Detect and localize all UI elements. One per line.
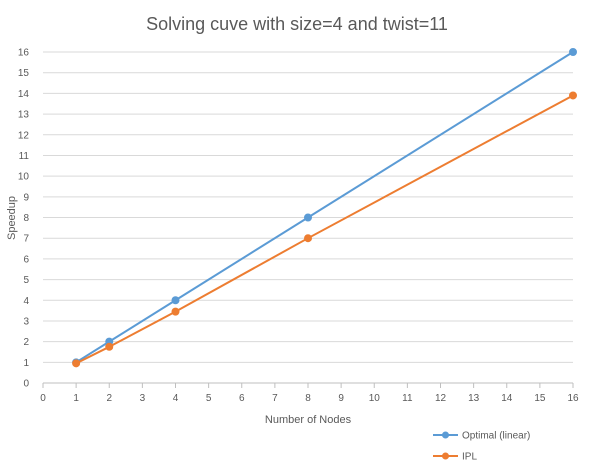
- series-1-point-5: [569, 48, 577, 56]
- legend-marker-1: [442, 431, 449, 439]
- series-2-point-1: [72, 359, 81, 368]
- grid-lines: [43, 51, 573, 363]
- x-tick-label-7: 7: [272, 393, 278, 404]
- y-tick-label-4: 4: [23, 296, 29, 307]
- y-tick-label-1: 1: [23, 358, 29, 369]
- y-axis-label: Speedup: [6, 196, 18, 240]
- x-tick-label-5: 5: [206, 393, 212, 404]
- legend: Optimal (linear) IPL: [433, 431, 530, 463]
- y-tick-label-9: 9: [23, 192, 29, 203]
- x-tick-label-10: 10: [369, 393, 381, 404]
- series: [72, 48, 577, 368]
- y-tick-label-14: 14: [18, 89, 30, 100]
- y-tick-label-0: 0: [23, 379, 29, 390]
- x-axis-label: Number of Nodes: [265, 414, 352, 426]
- y-tick-label-8: 8: [23, 213, 29, 224]
- y-tick-label-5: 5: [23, 275, 29, 286]
- x-tick-label-6: 6: [239, 393, 245, 404]
- y-tick-label-13: 13: [18, 110, 30, 121]
- y-tick-label-12: 12: [18, 130, 30, 141]
- x-tick-label-12: 12: [435, 393, 447, 404]
- x-tick-label-9: 9: [338, 393, 344, 404]
- x-tick-label-13: 13: [468, 393, 480, 404]
- series-2-point-2: [105, 342, 114, 351]
- y-tick-label-2: 2: [23, 337, 29, 348]
- x-tick-label-8: 8: [305, 393, 311, 404]
- y-tick-label-3: 3: [23, 316, 29, 327]
- legend-marker-2: [442, 452, 449, 460]
- series-1-point-3: [171, 296, 180, 305]
- x-tick-label-2: 2: [106, 393, 112, 404]
- x-tick-label-1: 1: [73, 393, 79, 404]
- series-line-1: [75, 51, 574, 364]
- x-tick-label-0: 0: [40, 393, 46, 404]
- x-tick-label-15: 15: [534, 393, 546, 404]
- chart-title: Solving cuve with size=4 and twist=11: [146, 14, 448, 34]
- x-tick-label-16: 16: [567, 393, 579, 404]
- x-tick-label-4: 4: [173, 393, 179, 404]
- y-tick-label-15: 15: [18, 68, 30, 79]
- y-tick-label-10: 10: [18, 172, 30, 183]
- series-line-2: [75, 94, 574, 365]
- series-2-point-3: [171, 307, 180, 316]
- series-2-point-5: [569, 91, 577, 100]
- series-1-point-4: [304, 213, 312, 222]
- x-tick-label-11: 11: [402, 393, 413, 404]
- y-tick-label-16: 16: [18, 48, 30, 59]
- axes: [42, 382, 574, 388]
- y-tick-label-11: 11: [19, 151, 30, 162]
- series-2-point-4: [304, 234, 312, 243]
- y-tick-label-7: 7: [23, 234, 29, 245]
- legend-label-2: IPL: [462, 452, 477, 463]
- x-tick-label-3: 3: [140, 393, 146, 404]
- legend-label-1: Optimal (linear): [462, 431, 530, 442]
- x-tick-label-14: 14: [501, 393, 513, 404]
- y-tick-label-6: 6: [23, 254, 29, 265]
